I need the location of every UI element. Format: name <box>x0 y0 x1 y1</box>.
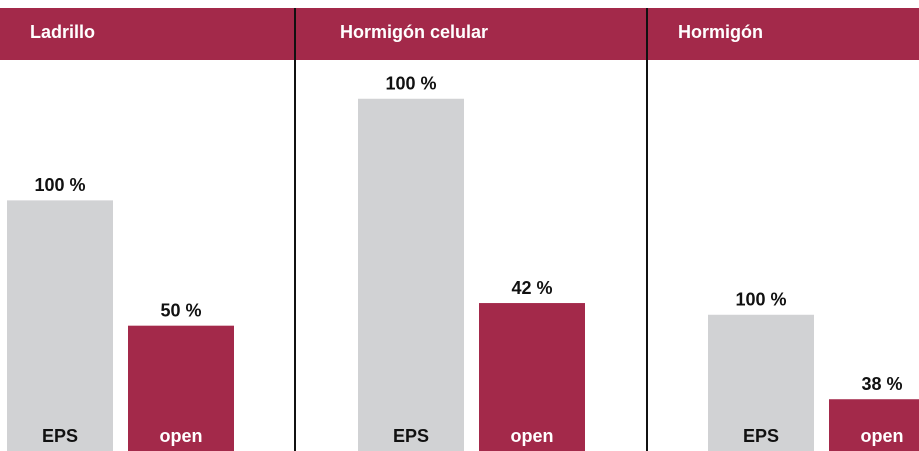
category-label: open <box>160 426 203 446</box>
bar <box>358 98 464 451</box>
value-label: 100 % <box>735 290 786 310</box>
value-label: 38 % <box>861 374 902 394</box>
bar <box>479 303 585 451</box>
header-band <box>0 8 919 60</box>
category-label: open <box>861 426 904 446</box>
panel-title: Hormigón celular <box>340 22 488 42</box>
value-label: 50 % <box>160 300 201 320</box>
value-label: 42 % <box>511 278 552 298</box>
category-label: open <box>511 426 554 446</box>
category-label: EPS <box>393 426 429 446</box>
category-label: EPS <box>743 426 779 446</box>
value-label: 100 % <box>34 175 85 195</box>
value-label: 100 % <box>385 73 436 93</box>
bar <box>7 200 113 451</box>
category-label: EPS <box>42 426 78 446</box>
panel-title: Ladrillo <box>30 22 95 42</box>
bar <box>829 399 919 451</box>
bar <box>708 314 814 451</box>
bar <box>128 325 234 451</box>
panel-title: Hormigón <box>678 22 763 42</box>
